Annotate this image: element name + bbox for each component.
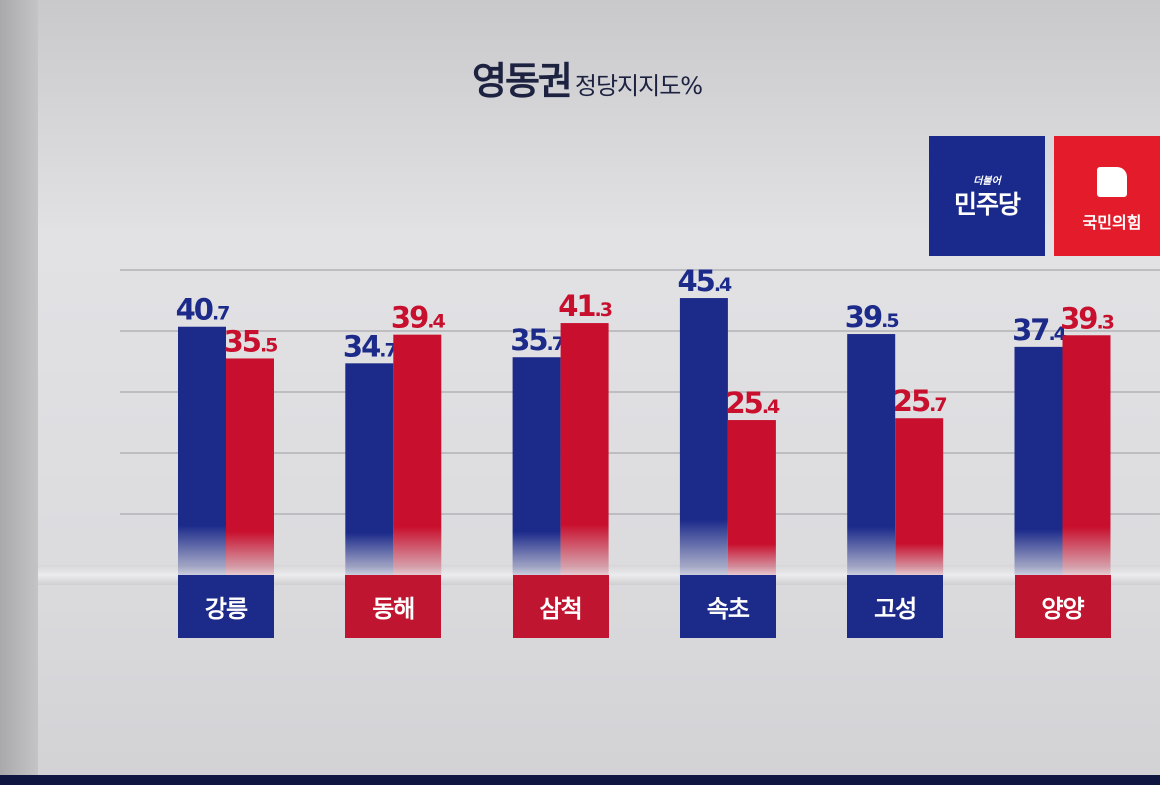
category-label: 삼척 [512, 575, 609, 638]
data-label: 37.4 [1012, 313, 1067, 347]
category-label: 고성 [847, 575, 944, 638]
bar [1062, 335, 1111, 575]
bar [178, 326, 226, 575]
title-main: 영동권 [472, 59, 573, 103]
data-label: 39.3 [1060, 301, 1114, 335]
category-label: 속초 [679, 575, 776, 638]
logo-small-text: 더불어 [973, 175, 1001, 187]
bar [1014, 346, 1063, 575]
bar [679, 298, 728, 575]
data-label: 45.4 [677, 264, 732, 298]
bar [345, 363, 394, 575]
bar [226, 358, 274, 575]
background-strip [0, 0, 38, 775]
category-label: 양양 [1014, 575, 1111, 638]
data-label: 35.5 [224, 324, 278, 358]
bar [847, 334, 896, 575]
bar [393, 334, 442, 575]
category-label: 강릉 [178, 575, 274, 638]
data-label: 35.7 [510, 323, 564, 357]
legend-label: 민주당 [953, 189, 1021, 219]
bar [895, 418, 944, 575]
bar [512, 357, 561, 575]
data-label: 40.7 [176, 293, 230, 327]
data-label: 41.3 [558, 289, 612, 323]
bar [727, 420, 776, 575]
legend-people-power-party-logo: 국민의힘 [1054, 136, 1160, 256]
bottom-bar [0, 775, 1160, 785]
legend-label: 국민의힘 [1082, 213, 1142, 232]
legend-democratic-party-logo: 더불어 민주당 [929, 136, 1045, 256]
data-label: 25.4 [725, 386, 780, 420]
data-label: 25.7 [893, 384, 947, 418]
chart-title: 영동권 정당지지도% [472, 50, 703, 105]
cube-logo-icon [1097, 167, 1127, 197]
title-sub: 정당지지도% [574, 72, 703, 100]
data-label: 39.4 [391, 301, 446, 335]
data-label: 34.7 [343, 329, 397, 363]
category-label: 동해 [345, 575, 442, 638]
data-label: 39.5 [845, 300, 899, 334]
bar [560, 323, 609, 575]
